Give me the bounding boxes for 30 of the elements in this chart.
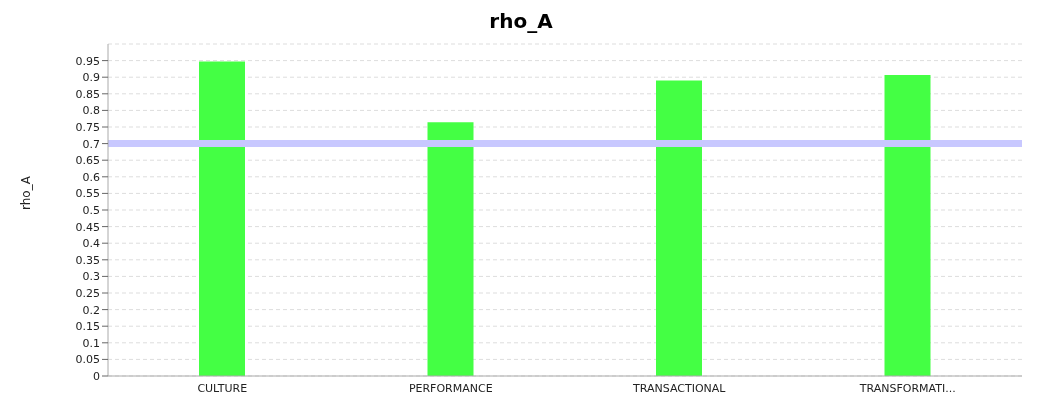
chart-title: rho_A [488, 8, 554, 34]
y-tick-label: 0.75 [75, 120, 100, 134]
bar [427, 122, 474, 376]
x-tick-label: TRANSFORMATI... [858, 381, 956, 395]
y-tick-label: 0.35 [75, 253, 100, 267]
y-tick-label: 0.7 [82, 137, 100, 151]
y-tick-label: 0.55 [75, 187, 100, 201]
y-tick-label: 0.65 [75, 154, 100, 168]
y-tick-label: 0.45 [75, 220, 100, 234]
y-tick-label: 0.6 [82, 170, 100, 184]
y-tick-label: 0.5 [82, 203, 100, 217]
y-tick-label: 0.15 [75, 320, 100, 334]
y-tick-label: 0 [93, 369, 100, 383]
y-tick-label: 0.25 [75, 286, 100, 300]
y-tick-label: 0.85 [75, 87, 100, 101]
y-tick-label: 0.3 [82, 270, 100, 284]
y-tick-label: 0.05 [75, 353, 100, 367]
bar [884, 74, 931, 376]
bar [199, 61, 245, 376]
y-tick-label: 0.9 [82, 71, 100, 85]
x-tick-label: PERFORMANCE [408, 381, 493, 395]
y-tick-label: 0.4 [82, 237, 100, 251]
bar [656, 80, 702, 376]
y-tick-label: 0.8 [82, 104, 100, 118]
x-tick-label: CULTURE [197, 381, 248, 395]
x-tick-label: TRANSACTIONAL [632, 381, 727, 395]
y-tick-label: 0.2 [82, 303, 100, 317]
y-tick-label: 0.1 [82, 336, 100, 350]
y-axis-title: rho_A [19, 175, 34, 210]
y-tick-label: 0.95 [75, 54, 100, 68]
